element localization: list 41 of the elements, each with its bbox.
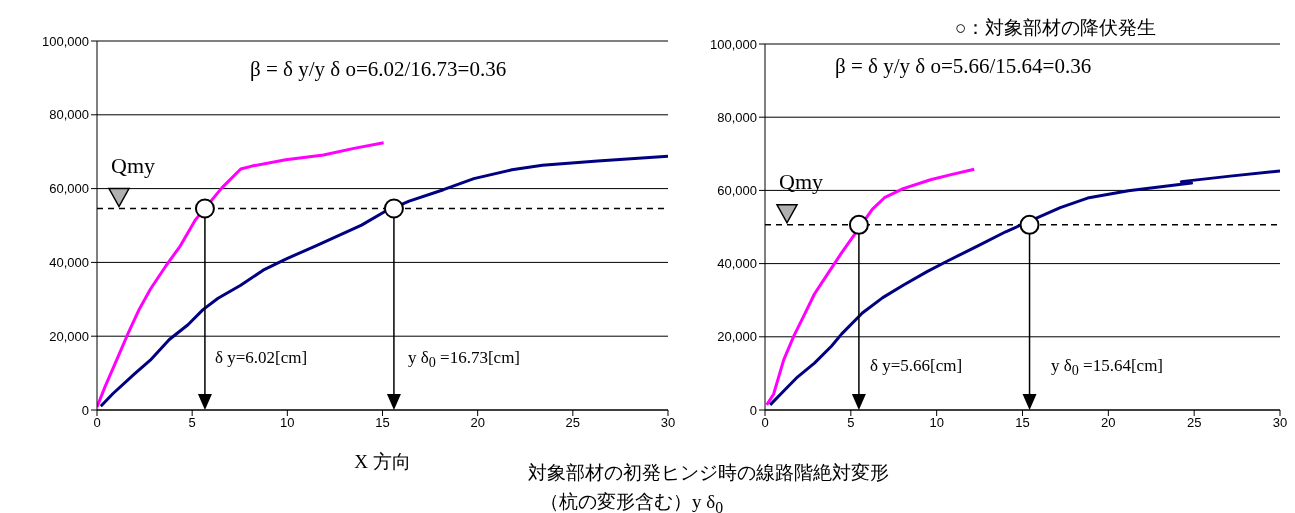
ref-line-label: Qmy (111, 152, 155, 178)
x-tick-label: 10 (280, 415, 295, 431)
text: （杭の変形含む）y δ$_{0}$ (540, 491, 724, 513)
y-tick-label: 80,000 (717, 109, 757, 125)
x-tick-label: 20 (470, 415, 485, 431)
text: 対象部材の初発ヒンジ時の線路階絶対変形 (528, 462, 889, 484)
y-tick-label: 80,000 (49, 107, 89, 123)
line-series (97, 141, 386, 409)
x-tick-label: 15 (375, 415, 390, 431)
annotation: δ y=5.66[cm] (870, 356, 963, 376)
annotation: δ y=6.02[cm] (215, 348, 308, 368)
y-tick-label: 0 (749, 402, 757, 418)
line-series (768, 169, 1280, 407)
ref-line-label: Qmy (779, 168, 823, 194)
y-tick-label: 20,000 (717, 329, 757, 345)
x-axis-title: X 方向 (354, 451, 411, 472)
x-tick-label: 0 (761, 415, 769, 431)
y-tick-label: 60,000 (49, 181, 89, 197)
x-tick-label: 10 (929, 415, 944, 431)
x-tick-label: 0 (93, 415, 101, 431)
y-tick-label: 60,000 (717, 183, 757, 199)
line-series (765, 167, 976, 407)
x-tick-label: 5 (188, 415, 196, 431)
x-tick-label: 5 (847, 415, 855, 431)
x-tick-label: 25 (1186, 415, 1202, 431)
x-tick-label: 25 (565, 415, 581, 431)
y-tick-label: 40,000 (717, 256, 757, 272)
x-tick-label: 15 (1015, 415, 1030, 431)
annotation: β = δ y/y δ o=6.02/16.73=0.36 (250, 57, 507, 82)
annotation: y δ$_{0}$ =15.64[cm] (1051, 356, 1164, 379)
y-tick-label: 20,000 (49, 328, 89, 344)
x-tick-label: 30 (1272, 415, 1288, 431)
annotation: β = δ y/y δ o=5.66/15.64=0.36 (835, 54, 1092, 79)
y-tick-label: 100,000 (42, 33, 89, 49)
text: ○：対象部材の降伏発生 (955, 17, 1157, 39)
y-tick-label: 100,000 (710, 36, 757, 52)
annotation: y δ$_{0}$ =16.73[cm] (408, 348, 521, 371)
x-tick-label: 30 (660, 415, 676, 431)
y-tick-label: 40,000 (49, 255, 89, 271)
x-tick-label: 20 (1101, 415, 1116, 431)
y-tick-label: 0 (81, 402, 89, 418)
